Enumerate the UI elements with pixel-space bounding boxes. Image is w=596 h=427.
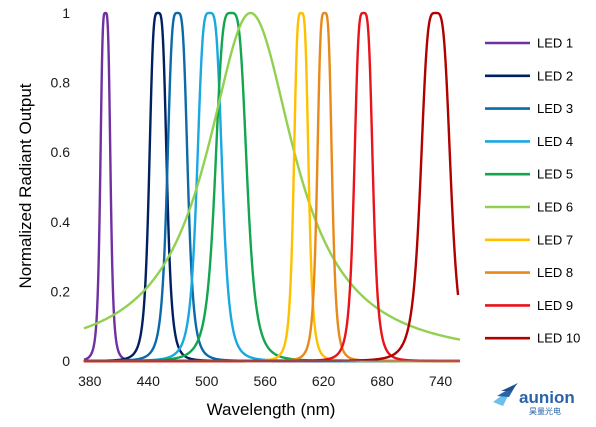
legend-label-led-4: LED 4 xyxy=(537,134,573,149)
legend-label-led-10: LED 10 xyxy=(537,331,580,346)
y-tick-label: 0.8 xyxy=(51,75,71,91)
y-tick-label: 0.2 xyxy=(51,283,71,299)
logo-brand-text: aunion xyxy=(519,388,575,407)
legend-label-led-8: LED 8 xyxy=(537,265,573,280)
series-line-led-10 xyxy=(83,11,460,363)
series-line-led-6 xyxy=(83,11,461,341)
aunion-wing-icon xyxy=(493,383,518,406)
x-tick-label: 620 xyxy=(312,373,336,389)
y-axis-title: Normalized Radiant Output xyxy=(16,83,35,288)
legend-label-led-2: LED 2 xyxy=(537,68,573,83)
x-tick-label: 380 xyxy=(78,373,102,389)
y-tick-label: 0.4 xyxy=(51,214,71,230)
legend-label-led-9: LED 9 xyxy=(537,298,573,313)
legend: LED 1 LED 2 LED 3 LED 4 LED 5 LED 6 LED 7 LED 8… xyxy=(485,36,580,346)
x-tick-label: 680 xyxy=(370,373,394,389)
legend-label-led-5: LED 5 xyxy=(537,167,573,182)
series-layer xyxy=(83,11,461,363)
legend-label-led-6: LED 6 xyxy=(537,200,573,215)
aunion-logo: aunion 昊量光电 xyxy=(493,383,575,416)
y-tick-label: 1 xyxy=(62,5,70,21)
x-tick-label: 440 xyxy=(137,373,161,389)
x-tick-label: 560 xyxy=(254,373,278,389)
logo-subtitle-text: 昊量光电 xyxy=(529,406,561,416)
x-tick-labels: 380 440 500 560 620 680 740 xyxy=(78,373,452,389)
y-tick-label: 0.6 xyxy=(51,144,71,160)
y-tick-label: 0 xyxy=(62,353,70,369)
legend-label-led-1: LED 1 xyxy=(537,36,573,51)
legend-label-led-7: LED 7 xyxy=(537,232,573,247)
x-tick-label: 740 xyxy=(429,373,453,389)
legend-label-led-3: LED 3 xyxy=(537,101,573,116)
y-tick-labels: 0 0.2 0.4 0.6 0.8 1 xyxy=(51,5,71,369)
x-tick-label: 500 xyxy=(195,373,219,389)
x-axis-title: Wavelength (nm) xyxy=(207,400,336,419)
